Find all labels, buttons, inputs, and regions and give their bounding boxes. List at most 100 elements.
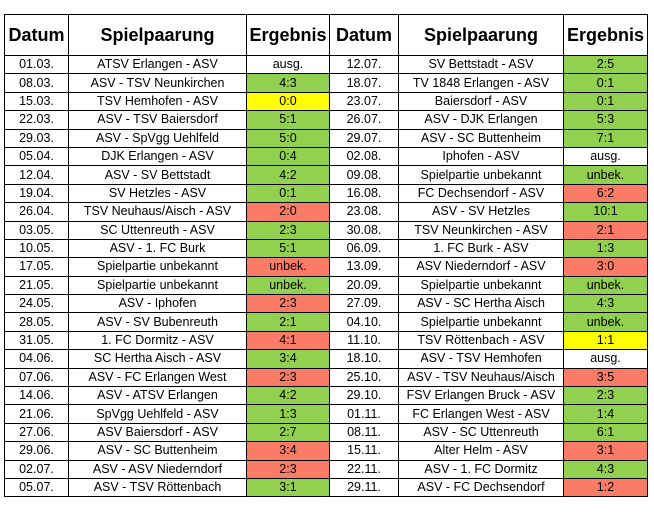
match-date-right: 06.09. (329, 238, 399, 259)
match-result-left: 2:1 (246, 312, 330, 332)
match-pairing-right: Spielpartie unbekannt (398, 312, 564, 332)
header-row: Datum Spielpaarung Ergebnis Datum Spielp… (4, 14, 648, 56)
match-pairing-right: ASV Niederndorf - ASV (398, 257, 564, 277)
match-date-left: 26.04. (4, 202, 69, 222)
match-schedule-table: Datum Spielpaarung Ergebnis Datum Spielp… (4, 14, 648, 498)
match-result-left: 0:0 (246, 91, 330, 112)
match-pairing-left: TSV Neuhaus/Aisch - ASV (68, 202, 247, 222)
table-row: 08.03. ASV - TSV Neunkirchen 4:3 18.07. TV 1… (4, 73, 648, 93)
match-result-left: 2:3 (246, 220, 330, 240)
match-date-left: 12.04. (4, 165, 69, 185)
match-result-left: 3:4 (246, 441, 330, 461)
match-pairing-right: SV Bettstadt - ASV (398, 54, 564, 75)
match-date-right: 29.10. (329, 386, 399, 406)
match-pairing-left: ASV - TSV Röttenbach (68, 477, 247, 498)
match-date-right: 04.10. (329, 312, 399, 332)
match-result-left: 4:3 (246, 73, 330, 93)
match-pairing-left: 1. FC Dormitz - ASV (68, 330, 247, 351)
match-pairing-left: Spielpartie unbekannt (68, 257, 247, 277)
match-result-right: unbek. (563, 312, 648, 332)
match-date-right: 23.07. (329, 91, 399, 112)
match-pairing-left: TSV Hemhofen - ASV (68, 91, 247, 112)
match-result-right: unbek. (563, 275, 648, 296)
match-date-left: 24.05. (4, 294, 69, 314)
match-date-right: 13.09. (329, 257, 399, 277)
match-date-right: 01.11. (329, 404, 399, 424)
match-pairing-left: DJK Erlangen - ASV (68, 146, 247, 167)
match-pairing-right: FSV Erlangen Bruck - ASV (398, 386, 564, 406)
match-pairing-left: SpVgg Uehlfeld - ASV (68, 404, 247, 424)
match-result-right: 0:1 (563, 91, 648, 112)
match-result-left: 2:3 (246, 367, 330, 388)
match-result-right: 1:2 (563, 477, 648, 498)
match-pairing-left: ASV Baiersdorf - ASV (68, 422, 247, 443)
match-pairing-right: ASV - SC Uttenreuth (398, 422, 564, 443)
match-result-left: 5:1 (246, 238, 330, 259)
match-date-left: 10.05. (4, 238, 69, 259)
match-result-left: 4:2 (246, 386, 330, 406)
match-result-right: 6:2 (563, 183, 648, 204)
match-result-left: unbek. (246, 257, 330, 277)
match-date-right: 30.08. (329, 220, 399, 240)
match-result-right: 4:3 (563, 459, 648, 479)
match-result-right: 0:1 (563, 73, 648, 93)
match-result-right: 2:3 (563, 386, 648, 406)
match-date-left: 28.05. (4, 312, 69, 332)
match-pairing-right: ASV - TSV Hemhofen (398, 349, 564, 369)
match-date-left: 07.06. (4, 367, 69, 388)
match-result-left: 0:1 (246, 183, 330, 204)
match-date-right: 09.08. (329, 165, 399, 185)
match-pairing-right: ASV - SC Buttenheim (398, 128, 564, 148)
match-pairing-left: SV Hetzles - ASV (68, 183, 247, 204)
match-result-right: unbek. (563, 165, 648, 185)
match-date-right: 08.11. (329, 422, 399, 443)
match-date-right: 20.09. (329, 275, 399, 296)
match-pairing-right: 1. FC Burk - ASV (398, 238, 564, 259)
match-pairing-right: TSV Röttenbach - ASV (398, 330, 564, 351)
match-result-left: 4:2 (246, 165, 330, 185)
match-pairing-left: ASV - FC Erlangen West (68, 367, 247, 388)
match-result-right: 3:5 (563, 367, 648, 388)
match-date-left: 22.03. (4, 110, 69, 130)
table-row: 28.05. ASV - SV Bubenreuth 2:1 04.10. Spielp… (4, 312, 648, 332)
match-pairing-left: ASV - 1. FC Burk (68, 238, 247, 259)
table-row: 07.06. ASV - FC Erlangen West 2:3 25.10. ASV… (4, 367, 648, 388)
match-result-left: 0:4 (246, 146, 330, 167)
table-row: 01.03. ATSV Erlangen - ASV ausg. 12.07. SV B… (4, 54, 648, 75)
schedule-body: 01.03. ATSV Erlangen - ASV ausg. 12.07. SV B… (4, 54, 648, 498)
header-date-left: Datum (4, 14, 69, 56)
match-result-left: ausg. (246, 54, 330, 75)
match-date-right: 23.08. (329, 202, 399, 222)
match-result-left: 1:3 (246, 404, 330, 424)
match-result-right: 2:5 (563, 54, 648, 75)
match-result-left: 2:7 (246, 422, 330, 443)
table-row: 29.03. ASV - SpVgg Uehlfeld 5:0 29.07. ASV -… (4, 128, 648, 148)
match-date-right: 18.07. (329, 73, 399, 93)
match-date-right: 16.08. (329, 183, 399, 204)
table-row: 17.05. Spielpartie unbekannt unbek. 13.09. A… (4, 257, 648, 277)
match-date-right: 29.07. (329, 128, 399, 148)
match-date-left: 03.05. (4, 220, 69, 240)
match-date-left: 31.05. (4, 330, 69, 351)
table-row: 29.06. ASV - SC Buttenheim 3:4 15.11. Alter … (4, 441, 648, 461)
match-pairing-right: FC Erlangen West - ASV (398, 404, 564, 424)
match-pairing-right: ASV - 1. FC Dormitz (398, 459, 564, 479)
match-date-right: 27.09. (329, 294, 399, 314)
match-result-right: 5:3 (563, 110, 648, 130)
match-date-right: 02.08. (329, 146, 399, 167)
match-date-left: 08.03. (4, 73, 69, 93)
match-result-left: 2:0 (246, 202, 330, 222)
match-result-left: 5:1 (246, 110, 330, 130)
match-result-left: 4:1 (246, 330, 330, 351)
match-pairing-left: ASV - TSV Baiersdorf (68, 110, 247, 130)
match-date-left: 27.06. (4, 422, 69, 443)
match-pairing-left: Spielpartie unbekannt (68, 275, 247, 296)
table-row: 12.04. ASV - SV Bettstadt 4:2 09.08. Spielpa… (4, 165, 648, 185)
table-row: 02.07. ASV - ASV Niederndorf 2:3 22.11. ASV … (4, 459, 648, 479)
header-result-right: Ergebnis (563, 14, 648, 56)
match-date-right: 25.10. (329, 367, 399, 388)
match-result-right: 1:1 (563, 330, 648, 351)
match-pairing-left: ASV - SpVgg Uehlfeld (68, 128, 247, 148)
match-pairing-left: ASV - SC Buttenheim (68, 441, 247, 461)
match-pairing-right: TV 1848 Erlangen - ASV (398, 73, 564, 93)
